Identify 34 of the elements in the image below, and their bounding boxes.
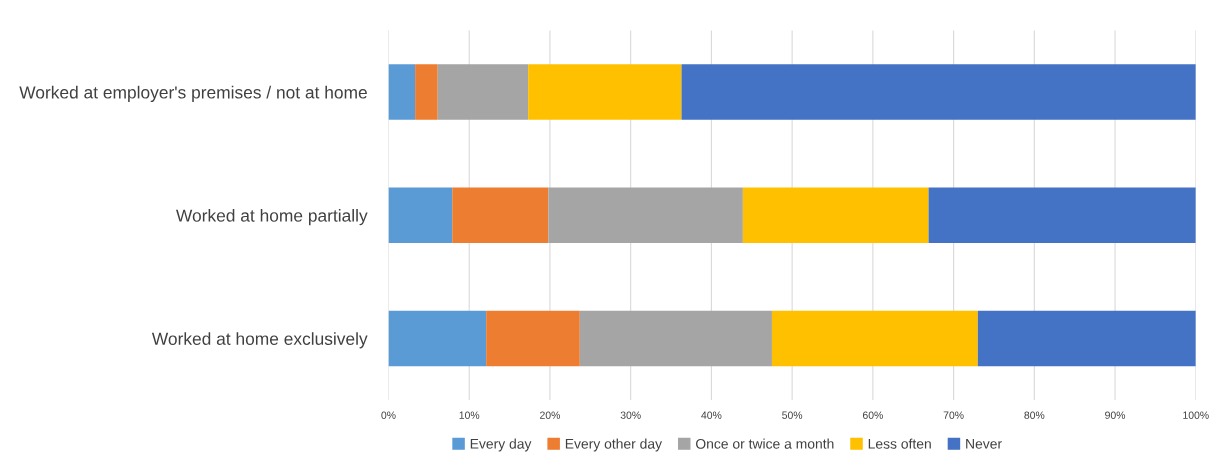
x-tick-label: 30% [620, 411, 641, 419]
legend-label: Once or twice a month [696, 438, 834, 449]
bar [928, 187, 1196, 244]
bar [579, 310, 772, 367]
bar [388, 64, 416, 120]
bar [528, 64, 682, 120]
bar [977, 310, 1196, 367]
bar [742, 187, 929, 244]
bar [388, 187, 453, 244]
bar [771, 310, 978, 367]
y-tick-label: Worked at home exclusively [151, 332, 368, 349]
bar [548, 187, 743, 244]
x-tick-label: 100% [1183, 411, 1209, 419]
x-tick-label: 0% [381, 411, 396, 419]
bar [452, 187, 549, 244]
x-tick-label: 90% [1105, 411, 1126, 419]
x-tick-label: 20% [540, 411, 560, 419]
x-tick-label: 50% [782, 411, 803, 419]
bar [388, 310, 487, 367]
legend-label: Never [966, 439, 1002, 449]
bar [486, 310, 580, 367]
legend-label: Less often [868, 438, 931, 449]
x-tick-label: 60% [862, 411, 883, 419]
bar [415, 64, 438, 120]
legend-label: Every day [470, 438, 532, 452]
x-tick-label: 70% [943, 411, 964, 419]
bar [437, 64, 529, 120]
y-tick-label: Worked at home partially [176, 209, 368, 226]
legend-label: Every other day [565, 438, 662, 452]
x-tick-label: 80% [1024, 411, 1045, 419]
bar [681, 64, 1196, 120]
x-tick-label: 40% [701, 411, 722, 419]
x-tick-label: 10% [459, 411, 480, 419]
y-tick-label: Worked at employer's premises / not at home [19, 85, 367, 102]
